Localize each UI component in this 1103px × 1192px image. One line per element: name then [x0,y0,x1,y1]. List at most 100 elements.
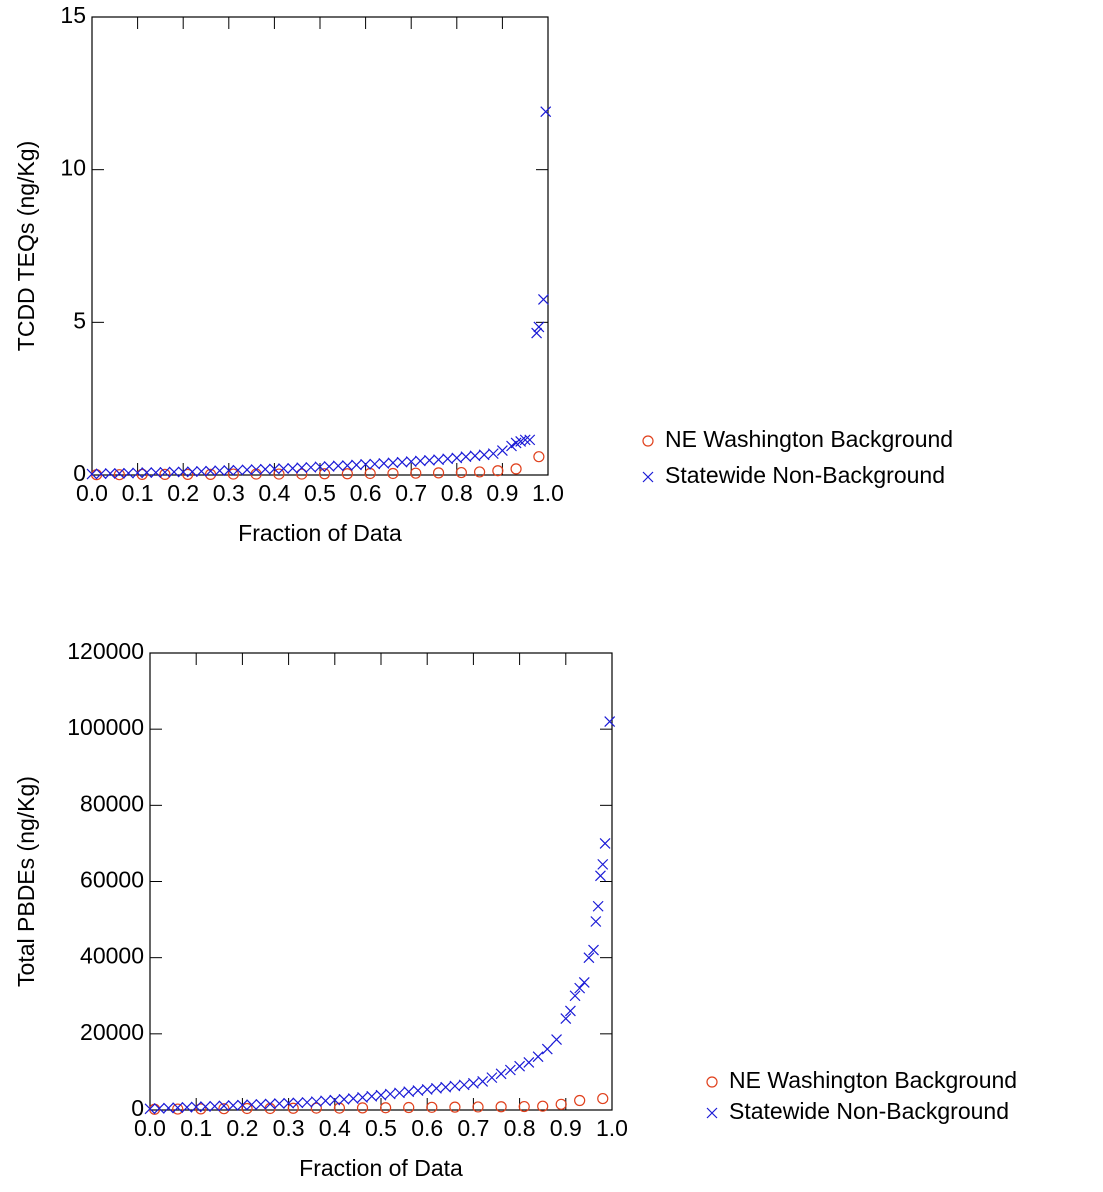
marker-cross [259,463,271,475]
marker-cross [357,1092,368,1103]
marker-circle [380,1102,392,1114]
legend-label: Statewide Non-Background [729,1098,1009,1124]
y-tick-label: 0 [73,460,86,486]
marker-cross [227,1100,239,1111]
marker-circle [426,1101,438,1113]
marker-cross [403,1086,415,1098]
marker-cross [287,462,299,474]
x-tick-label: 0.5 [304,480,336,506]
marker-circle [518,1100,530,1113]
marker-cross [153,1103,165,1114]
x-tick-label: 1.0 [532,480,564,506]
marker-cross [196,465,207,477]
marker-cross [310,1096,322,1108]
marker-cross [412,1085,424,1097]
x-tick-label: 0.1 [180,1115,212,1141]
marker-cross [588,944,599,956]
marker-circle [410,467,422,479]
marker-cross [218,1100,230,1112]
marker-cross [460,451,472,463]
marker-circle [356,1102,369,1114]
marker-cross [323,461,335,472]
marker-cross [181,1101,193,1113]
x-tick-label: 0.8 [441,480,473,506]
marker-cross [168,466,180,478]
marker-circle [341,468,353,480]
marker-cross [394,1087,405,1099]
marker-cross [200,1101,211,1112]
marker-cross [467,1077,479,1089]
x-tick-label: 0.3 [273,1115,305,1141]
marker-cross [578,976,590,988]
marker-circle [387,467,399,480]
marker-cross [141,467,153,478]
marker-cross [332,460,344,472]
x-tick-label: 0.2 [226,1115,258,1141]
x-tick-label: 0.7 [395,480,427,506]
marker-cross [255,1098,267,1110]
x-tick-label: 1.0 [596,1115,628,1141]
marker-circle [455,466,467,479]
legend-label: NE Washington Background [665,426,953,452]
marker-cross [564,1005,576,1017]
marker-cross [469,450,481,462]
marker-cross [320,1095,331,1107]
marker-circle [495,1101,507,1113]
y-tick-label: 100000 [67,714,144,740]
marker-circle [182,468,194,480]
marker-cross [551,1034,562,1045]
x-tick-label: 0.3 [213,480,245,506]
marker-cross [519,434,531,446]
y-tick-label: 10 [60,155,86,181]
marker-cross [583,952,595,964]
marker-cross [214,465,226,477]
marker-cross [592,900,604,912]
marker-cross [375,1089,387,1101]
marker-cross [159,466,171,478]
marker-circle [172,1103,184,1115]
marker-circle [574,1094,586,1107]
marker-cross [384,1088,396,1100]
marker-cross [283,1097,295,1109]
marker-cross [477,1076,489,1087]
y-tick-label: 5 [73,307,86,333]
marker-cross [264,1098,276,1110]
x-tick-label: 0.2 [167,480,199,506]
marker-cross [86,468,98,480]
marker-cross [347,1093,359,1104]
marker-cross [150,467,162,478]
marker-circle [227,468,239,480]
marker-circle [250,468,262,480]
marker-cross [421,1084,433,1095]
plot-frame [149,652,613,1111]
marker-cross [113,468,125,479]
marker-cross [95,468,107,480]
marker-cross [104,468,116,479]
y-tick-label: 20000 [80,1019,144,1045]
y-tick-label: 0 [131,1095,144,1121]
x-tick-label: 0.1 [122,480,154,506]
marker-cross [433,454,444,466]
marker-circle [241,1102,253,1115]
marker-circle [555,1098,567,1110]
y-tick-label: 60000 [80,867,144,893]
x-tick-label: 0.8 [504,1115,536,1141]
x-tick-label: 0.0 [76,480,108,506]
marker-cross [506,440,517,452]
marker-circle [310,1102,322,1114]
marker-cross [338,1093,350,1105]
x-tick-label: 0.4 [258,480,290,506]
marker-cross [366,1090,378,1102]
x-axis-label: Fraction of Data [238,520,402,546]
marker-cross [360,458,372,470]
marker-cross [599,837,611,849]
marker-cross [604,716,616,727]
marker-cross [186,466,198,478]
marker-cross [329,1094,341,1106]
marker-cross [278,463,289,475]
marker-cross [560,1013,572,1025]
marker-cross [523,1056,535,1068]
marker-cross [569,990,581,1002]
marker-cross [495,1068,507,1080]
marker-cross [532,1051,544,1063]
